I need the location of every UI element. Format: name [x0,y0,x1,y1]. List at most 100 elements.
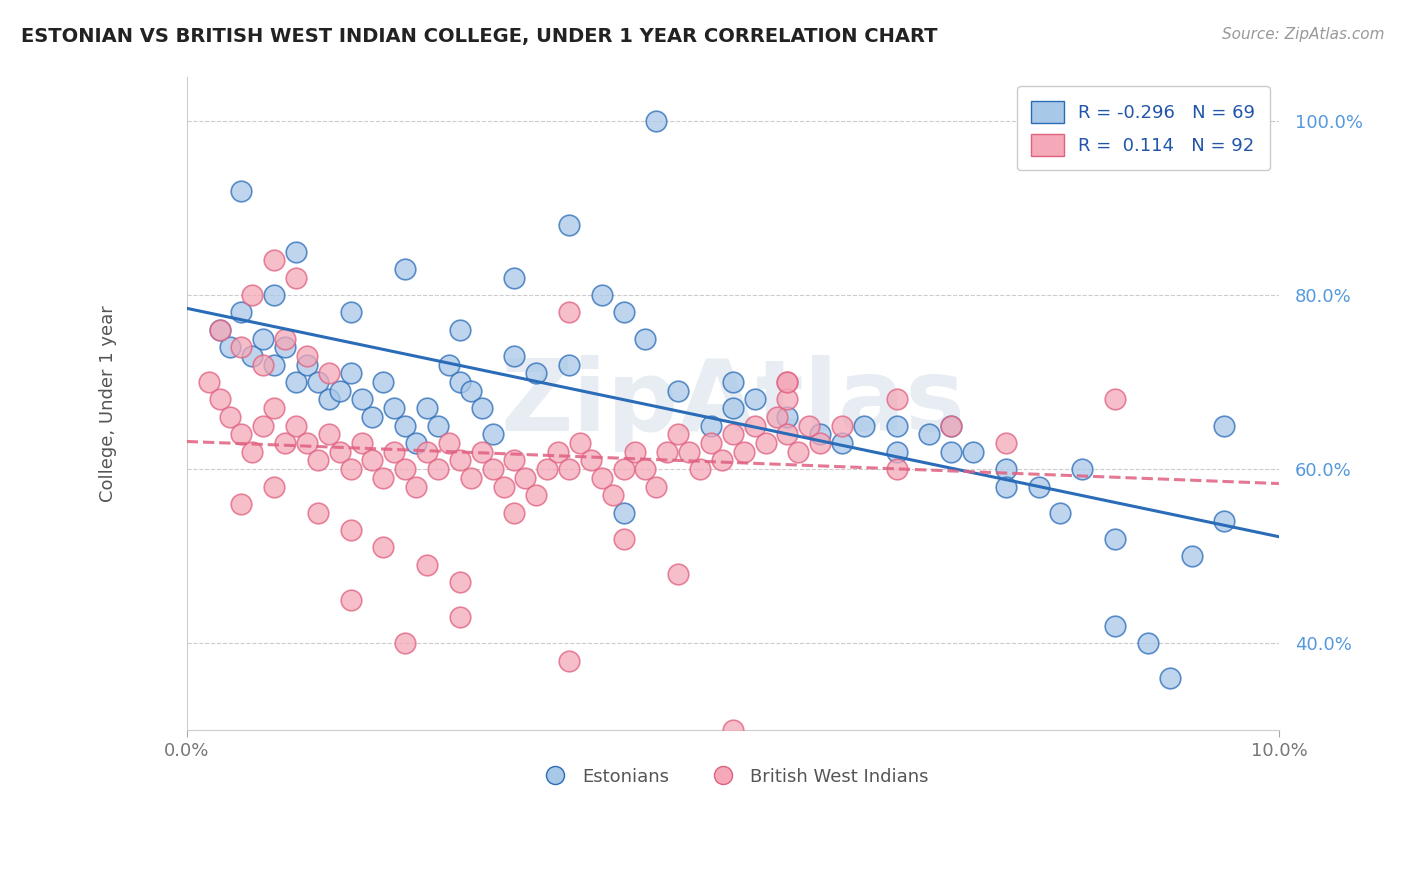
Point [471,401,494,416]
Point [918,427,941,442]
Point [449,610,471,624]
Point [231,497,253,511]
Point [373,375,395,389]
Point [427,462,450,476]
Point [558,219,581,233]
Point [416,401,439,416]
Point [481,427,503,442]
Point [503,270,526,285]
Point [1159,671,1181,685]
Point [416,444,439,458]
Point [503,506,526,520]
Point [382,401,405,416]
Point [503,349,526,363]
Point [1104,532,1126,546]
Point [941,444,963,458]
Point [808,436,831,450]
Point [558,305,581,319]
Point [405,436,427,450]
Point [1213,418,1236,433]
Point [361,409,384,424]
Text: ZipAtlas: ZipAtlas [501,355,966,452]
Point [558,462,581,476]
Point [285,244,308,259]
Point [295,358,318,372]
Point [994,462,1017,476]
Y-axis label: College, Under 1 year: College, Under 1 year [100,305,117,502]
Point [437,436,460,450]
Point [208,323,231,337]
Point [558,358,581,372]
Point [240,444,263,458]
Point [263,358,285,372]
Point [329,384,352,398]
Point [416,558,439,572]
Point [700,418,723,433]
Point [886,462,908,476]
Point [776,375,799,389]
Point [350,392,373,407]
Point [547,444,569,458]
Point [1136,636,1159,650]
Point [285,418,308,433]
Point [515,471,537,485]
Point [700,436,723,450]
Point [274,340,297,354]
Point [886,392,908,407]
Point [1071,462,1094,476]
Point [318,427,340,442]
Point [623,444,645,458]
Point [394,462,416,476]
Point [776,375,799,389]
Point [471,444,494,458]
Point [394,418,416,433]
Point [394,261,416,276]
Point [886,418,908,433]
Point [449,375,471,389]
Point [274,332,297,346]
Point [634,462,657,476]
Point [613,305,636,319]
Point [666,427,689,442]
Point [602,488,624,502]
Point [460,384,482,398]
Point [744,392,766,407]
Point [339,305,361,319]
Point [339,462,361,476]
Point [787,444,810,458]
Point [591,288,613,302]
Point [382,444,405,458]
Point [339,592,361,607]
Text: ESTONIAN VS BRITISH WEST INDIAN COLLEGE, UNDER 1 YEAR CORRELATION CHART: ESTONIAN VS BRITISH WEST INDIAN COLLEGE,… [21,27,938,45]
Point [231,340,253,354]
Point [318,367,340,381]
Point [994,479,1017,493]
Point [994,436,1017,450]
Point [558,654,581,668]
Point [361,453,384,467]
Point [689,462,711,476]
Point [373,471,395,485]
Point [503,453,526,467]
Point [373,541,395,555]
Point [1213,514,1236,528]
Point [307,506,329,520]
Point [591,471,613,485]
Point [666,566,689,581]
Point [219,409,242,424]
Point [460,471,482,485]
Point [776,392,799,407]
Point [852,418,875,433]
Point [1049,506,1071,520]
Point [339,523,361,537]
Point [307,453,329,467]
Point [634,332,657,346]
Point [941,418,963,433]
Point [776,427,799,442]
Point [437,358,460,372]
Point [208,323,231,337]
Point [721,401,744,416]
Point [568,436,591,450]
Point [481,462,503,476]
Point [765,409,787,424]
